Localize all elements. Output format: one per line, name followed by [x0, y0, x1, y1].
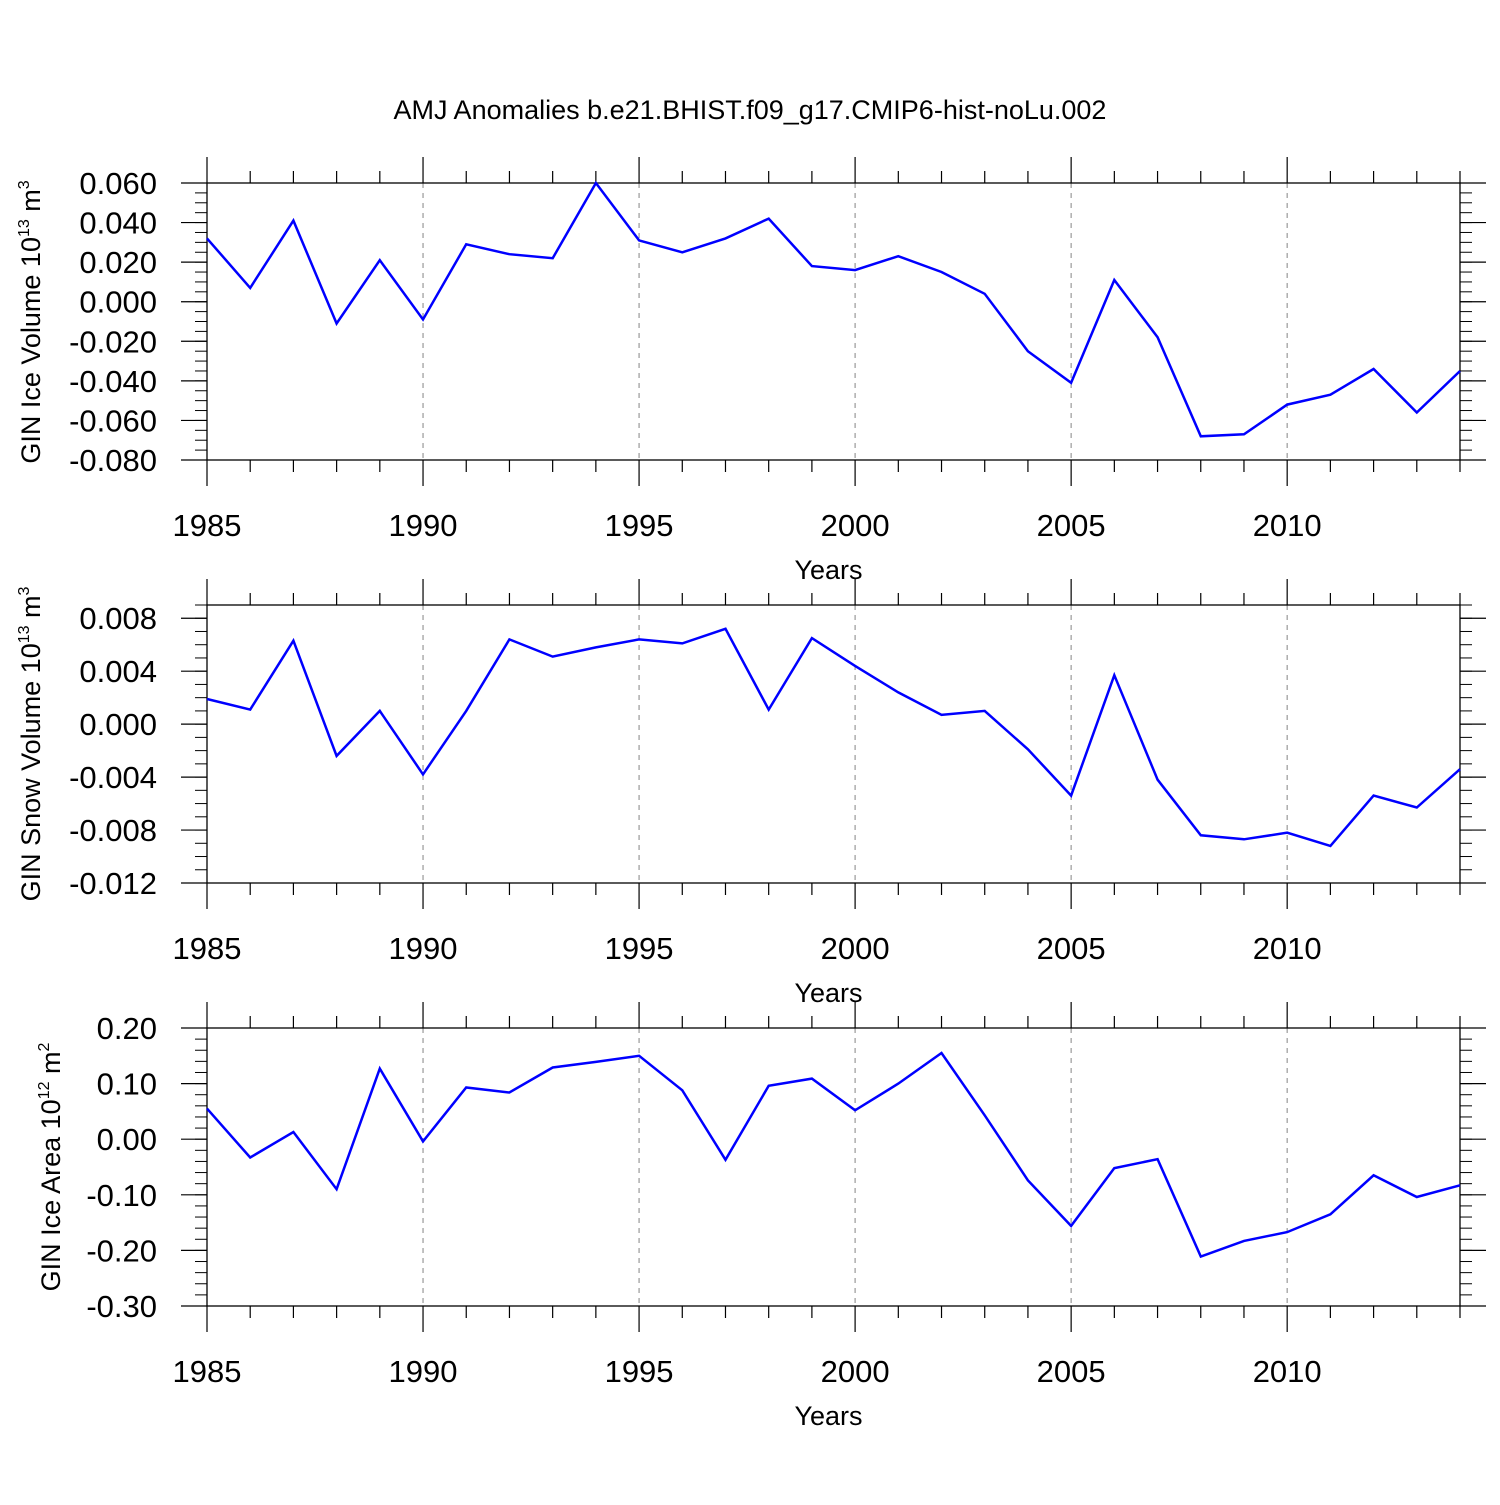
- x-tick-label: 1995: [605, 1354, 674, 1389]
- panel-1: -0.080 -0.060 -0.040 -0.020 0.000 0.020 0.040 0…: [16, 157, 1486, 585]
- y-tick-label: 0.008: [79, 601, 157, 636]
- plot-frame: [206, 604, 1461, 884]
- plot-frame: [206, 1027, 1461, 1307]
- x-tick-label: 1990: [389, 931, 458, 966]
- x-tick-label: 1995: [605, 508, 674, 543]
- y-tick-label: 0.060: [79, 166, 157, 201]
- y-axis-label: GIN Ice Volume 1013 m3: [16, 180, 46, 463]
- x-tick-label: 2010: [1253, 1354, 1322, 1389]
- plot-frame: [206, 182, 1461, 461]
- y-tick-label: 0.000: [79, 285, 157, 320]
- y-tick-label: 0.040: [79, 206, 157, 241]
- x-tick-label: 2010: [1253, 931, 1322, 966]
- x-tick-label: 2005: [1037, 1354, 1106, 1389]
- y-tick-label: -0.012: [69, 866, 157, 901]
- y-tick-label: -0.10: [86, 1178, 157, 1213]
- panel-2: -0.012 -0.008 -0.004 0.000 0.004 0.008 1985 199…: [16, 579, 1486, 1008]
- series-line: [206, 1051, 1461, 1259]
- x-tick-label: 2005: [1037, 508, 1106, 543]
- y-tick-label: 0.000: [79, 707, 157, 742]
- x-tick-label: 2010: [1253, 508, 1322, 543]
- y-tick-label: -0.30: [86, 1289, 157, 1324]
- y-tick-label: 0.020: [79, 245, 157, 280]
- x-tick-label: 1990: [389, 508, 458, 543]
- y-tick-label: -0.20: [86, 1233, 157, 1268]
- panel-3: -0.30 -0.20 -0.10 0.00 0.10 0.20 1985 1990 1995 2…: [36, 1002, 1486, 1431]
- y-tick-label: 0.00: [97, 1122, 157, 1157]
- x-tick-label: 1985: [173, 931, 242, 966]
- y-axis-label: GIN Ice Area 1012 m2: [36, 1043, 66, 1292]
- series-line: [206, 627, 1461, 848]
- x-tick-label: 1985: [173, 1354, 242, 1389]
- x-tick-label: 1990: [389, 1354, 458, 1389]
- y-axis-label: GIN Snow Volume 1013 m3: [16, 586, 46, 901]
- x-tick-label: 1995: [605, 931, 674, 966]
- y-tick-label: -0.040: [69, 364, 157, 399]
- x-tick-label: 2000: [821, 508, 890, 543]
- y-tick-label: 0.10: [97, 1067, 157, 1102]
- y-tick-label: 0.004: [79, 654, 157, 689]
- y-tick-label: -0.020: [69, 324, 157, 359]
- y-tick-label: -0.008: [69, 813, 157, 848]
- y-tick-label: -0.004: [69, 760, 157, 795]
- y-tick-label: 0.20: [97, 1011, 157, 1046]
- chart-title: AMJ Anomalies b.e21.BHIST.f09_g17.CMIP6-…: [394, 95, 1107, 125]
- x-axis-label: Years: [794, 978, 862, 1008]
- series-line: [206, 180, 1461, 438]
- x-tick-label: 1985: [173, 508, 242, 543]
- x-tick-label: 2000: [821, 1354, 890, 1389]
- x-axis-label: Years: [794, 1401, 862, 1431]
- y-tick-label: -0.080: [69, 443, 157, 478]
- x-tick-label: 2005: [1037, 931, 1106, 966]
- x-tick-label: 2000: [821, 931, 890, 966]
- x-axis-label: Years: [794, 555, 862, 585]
- y-tick-label: -0.060: [69, 403, 157, 438]
